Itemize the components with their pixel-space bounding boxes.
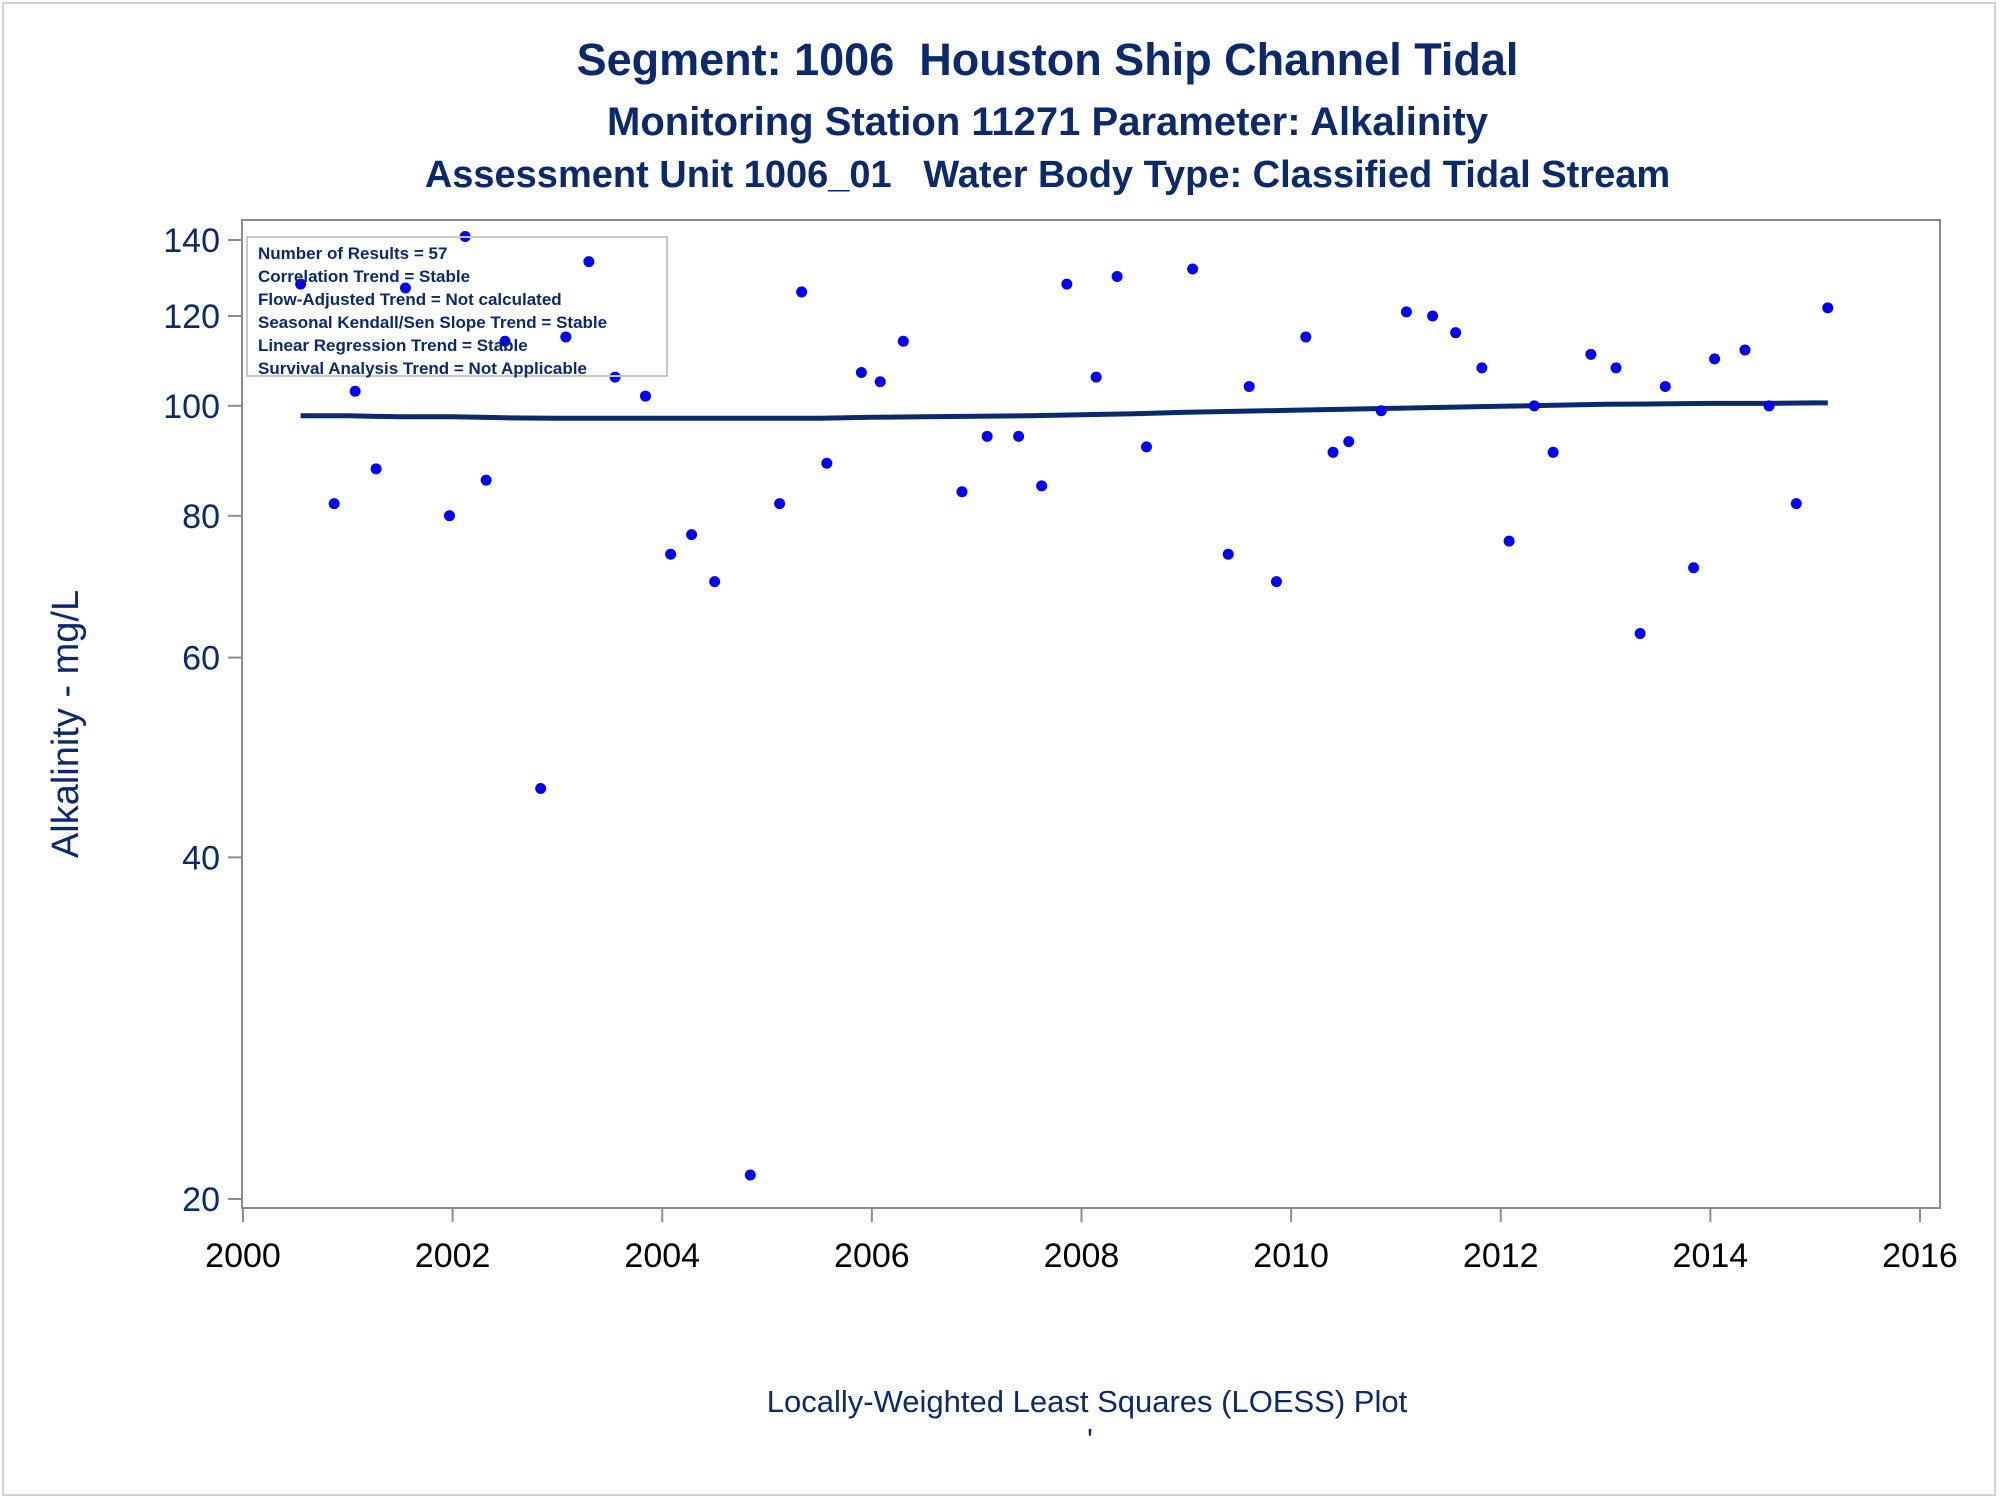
stat-line: Correlation Trend = Stable bbox=[258, 267, 471, 286]
data-point bbox=[981, 430, 993, 442]
data-point bbox=[1300, 331, 1312, 343]
data-point bbox=[1450, 327, 1462, 339]
chart-subtitle-2: Assessment Unit 1006_01 Water Body Type:… bbox=[424, 154, 1671, 196]
data-point bbox=[1659, 380, 1671, 392]
data-point bbox=[1427, 310, 1439, 322]
y-tick-label: 80 bbox=[182, 498, 220, 536]
data-point bbox=[399, 282, 411, 294]
data-point bbox=[1503, 535, 1515, 547]
data-point bbox=[1763, 400, 1775, 412]
data-point bbox=[443, 510, 455, 522]
data-point bbox=[796, 286, 808, 298]
y-tick-label: 20 bbox=[182, 1181, 220, 1219]
data-point bbox=[499, 335, 511, 347]
data-points bbox=[295, 230, 1834, 1181]
data-point bbox=[609, 371, 621, 383]
y-tick-label: 60 bbox=[182, 640, 220, 678]
y-axis-label: Alkalinity - mg/L bbox=[45, 590, 87, 858]
x-tick-label: 2010 bbox=[1253, 1237, 1329, 1275]
plot-area bbox=[241, 219, 1941, 1209]
chart-subtitle: Monitoring Station 11271 Parameter: Alka… bbox=[607, 100, 1488, 144]
data-point bbox=[535, 783, 547, 795]
data-point bbox=[1585, 348, 1597, 360]
x-tick-label: 2014 bbox=[1673, 1237, 1749, 1275]
data-point bbox=[774, 498, 786, 510]
data-point bbox=[1400, 306, 1412, 318]
chart-title: Segment: 1006 Houston Ship Channel Tidal bbox=[576, 34, 1519, 85]
y-tick-label: 120 bbox=[163, 298, 220, 336]
data-point bbox=[480, 474, 492, 486]
loess-line bbox=[300, 400, 1828, 421]
footer-mark: ' bbox=[1087, 1422, 1093, 1457]
y-axis: 20 40 60 80 100 120 140 bbox=[163, 222, 242, 1219]
y-tick-label: 40 bbox=[182, 839, 220, 877]
stat-line: Flow-Adjusted Trend = Not calculated bbox=[258, 290, 562, 309]
stats-legend: Number of Results = 57 Correlation Trend… bbox=[246, 236, 668, 378]
data-point bbox=[1822, 302, 1834, 314]
x-tick-label: 2004 bbox=[624, 1237, 700, 1275]
data-point bbox=[956, 486, 968, 498]
data-point bbox=[1476, 362, 1488, 374]
footer-note: Locally-Weighted Least Squares (LOESS) P… bbox=[767, 1384, 1408, 1419]
x-tick-label: 2006 bbox=[834, 1237, 910, 1275]
data-point bbox=[709, 576, 721, 588]
data-point bbox=[1547, 446, 1559, 458]
x-tick-label: 2000 bbox=[205, 1237, 281, 1275]
stat-line: Number of Results = 57 bbox=[258, 244, 448, 263]
x-tick-label: 2002 bbox=[415, 1237, 491, 1275]
data-point bbox=[897, 335, 909, 347]
data-point bbox=[349, 385, 361, 397]
data-point bbox=[1375, 405, 1387, 417]
data-point bbox=[1327, 446, 1339, 458]
data-point bbox=[1610, 362, 1622, 374]
data-point bbox=[370, 463, 382, 475]
data-point bbox=[583, 256, 595, 268]
data-point bbox=[1090, 371, 1102, 383]
data-point bbox=[1140, 441, 1152, 453]
data-point bbox=[686, 529, 698, 541]
data-point bbox=[1688, 562, 1700, 574]
data-point bbox=[1270, 576, 1282, 588]
data-point bbox=[1709, 353, 1721, 365]
x-tick-label: 2012 bbox=[1463, 1237, 1539, 1275]
data-point bbox=[1243, 380, 1255, 392]
data-point bbox=[639, 390, 651, 402]
stat-line: Seasonal Kendall/Sen Slope Trend = Stabl… bbox=[258, 313, 608, 332]
x-axis: 2000 2002 2004 2006 2008 2010 2012 2014 2016 bbox=[205, 1208, 1958, 1275]
data-point bbox=[1111, 271, 1123, 283]
data-point bbox=[1634, 628, 1646, 640]
data-point bbox=[1036, 480, 1048, 492]
data-point bbox=[1013, 430, 1025, 442]
data-point bbox=[328, 498, 340, 510]
x-tick-label: 2016 bbox=[1882, 1237, 1958, 1275]
data-point bbox=[1187, 263, 1199, 275]
data-point bbox=[1739, 344, 1751, 356]
stat-line: Survival Analysis Trend = Not Applicable bbox=[258, 359, 587, 378]
data-point bbox=[874, 376, 886, 388]
data-point bbox=[855, 366, 867, 378]
x-tick-label: 2008 bbox=[1044, 1237, 1120, 1275]
data-point bbox=[1528, 400, 1540, 412]
stat-line: Linear Regression Trend = Stable bbox=[258, 336, 528, 355]
data-point bbox=[560, 331, 572, 343]
data-point bbox=[744, 1169, 756, 1181]
y-tick-label: 140 bbox=[163, 222, 220, 260]
y-tick-label: 100 bbox=[163, 388, 220, 426]
data-point bbox=[1061, 278, 1073, 290]
data-point bbox=[1343, 436, 1355, 448]
data-point bbox=[665, 548, 677, 560]
data-point bbox=[821, 457, 833, 469]
data-point bbox=[1222, 548, 1234, 560]
data-point bbox=[1790, 498, 1802, 510]
data-point bbox=[295, 278, 307, 290]
